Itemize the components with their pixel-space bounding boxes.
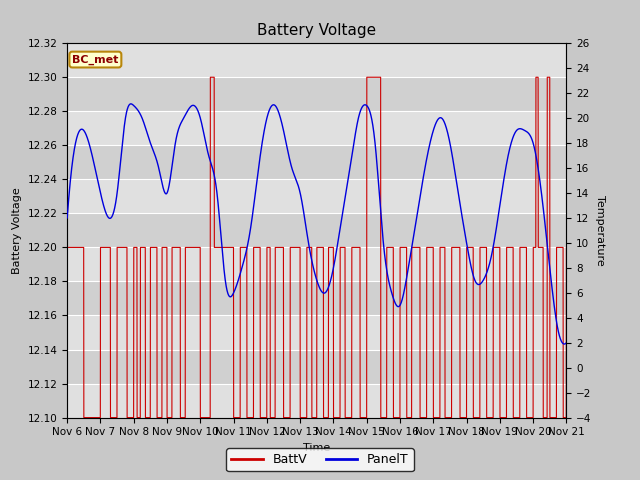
Bar [67,247,566,281]
BattV [150,244,158,250]
BattV [255,244,263,250]
Title: Battery Voltage: Battery Voltage [257,23,376,38]
BattV [499,415,507,420]
PanelT [499,182,507,188]
Bar [67,77,566,111]
PanelT [255,163,262,169]
PanelT [150,149,158,155]
BattV [553,244,561,250]
PanelT [563,340,570,346]
Bar [67,315,566,349]
Line: BattV: BattV [67,77,566,418]
Bar [67,384,566,418]
PanelT [553,320,561,326]
BattV [276,244,284,250]
Y-axis label: Temperature: Temperature [595,195,605,266]
Bar [67,145,566,180]
Bar [67,180,566,214]
Bar [67,281,566,315]
Bar [67,43,566,77]
X-axis label: Time: Time [303,443,330,453]
BattV [63,244,71,250]
Bar [67,111,566,145]
PanelT [276,115,284,121]
Y-axis label: Battery Voltage: Battery Voltage [12,187,22,274]
PanelT [120,125,128,131]
Legend: BattV, PanelT: BattV, PanelT [227,448,413,471]
PanelT [127,101,135,107]
PanelT [561,341,568,347]
Text: BC_met: BC_met [72,54,118,65]
Line: PanelT: PanelT [67,104,566,344]
BattV [120,244,128,250]
PanelT [63,215,71,221]
BattV [563,244,570,250]
BattV [80,415,88,420]
Bar [67,214,566,247]
BattV [207,74,214,80]
Bar [67,349,566,384]
